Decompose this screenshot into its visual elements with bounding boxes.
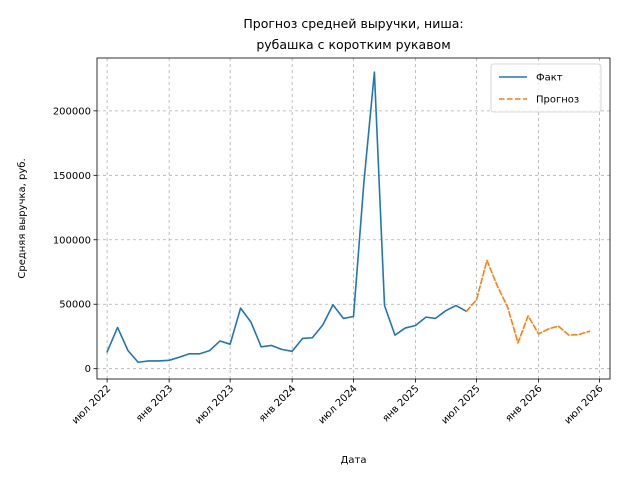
series-line-actual	[106, 71, 468, 364]
series	[106, 71, 591, 364]
chart-title-line-2: рубашка с коротким рукавом	[256, 37, 450, 52]
y-tick-label: 100000	[53, 235, 91, 246]
legend-label: Прогноз	[536, 95, 579, 106]
legend-label: Факт	[536, 73, 563, 84]
series-line-forecast	[465, 259, 591, 344]
y-tick-label: 150000	[53, 171, 91, 182]
y-tick-label: 200000	[53, 106, 91, 117]
x-axis-label: Дата	[341, 455, 367, 466]
legend-box	[490, 63, 602, 113]
y-tick-label: 50000	[59, 300, 91, 311]
chart-title-line-1: Прогноз средней выручки, ниша:	[243, 16, 463, 31]
legend: Факт Прогноз	[490, 63, 602, 113]
y-axis-label: Средняя выручка, руб.	[17, 158, 28, 278]
y-tick-label: 0	[85, 364, 91, 375]
